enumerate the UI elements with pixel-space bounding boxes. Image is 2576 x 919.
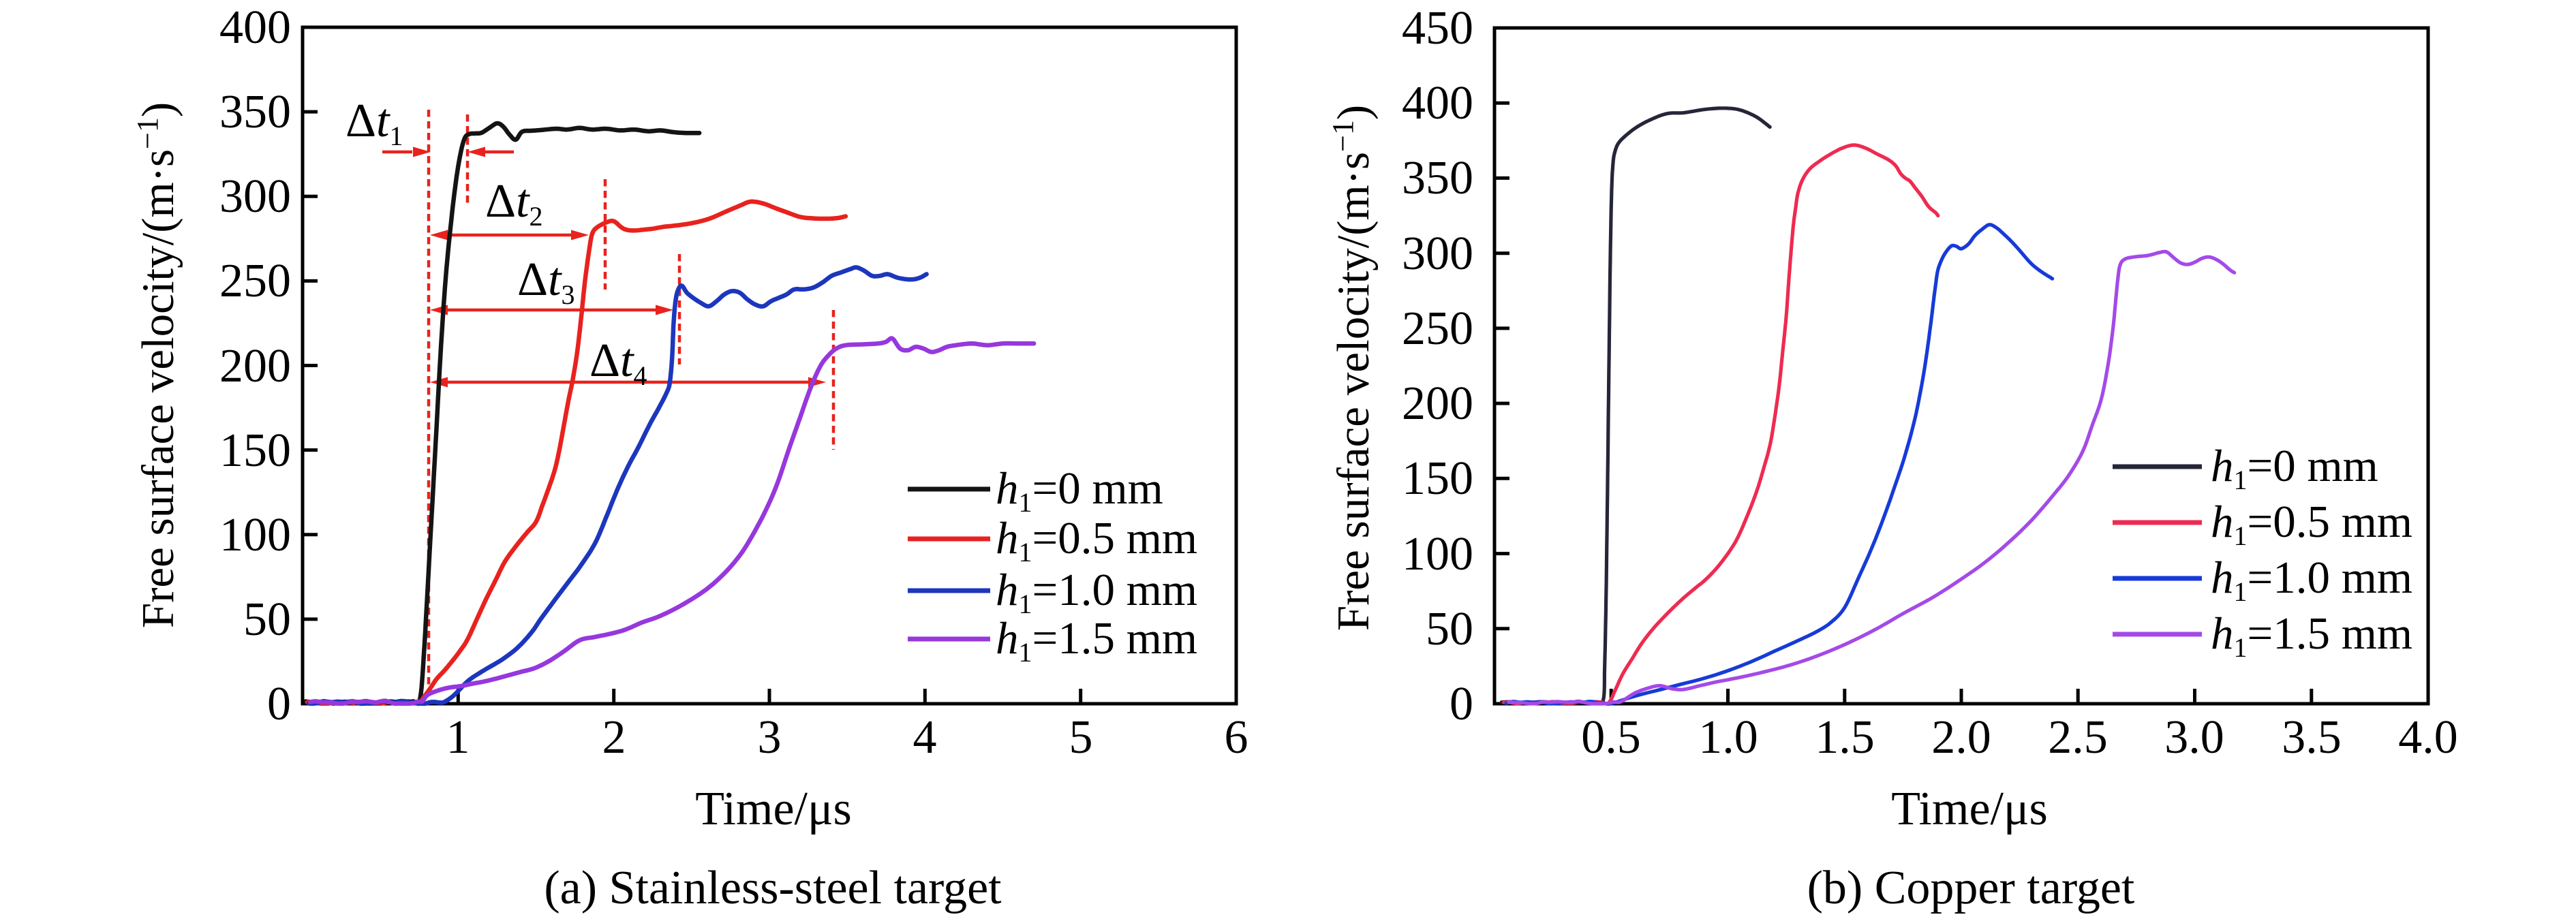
svg-text:50: 50 <box>1426 603 1473 655</box>
svg-text:Time/μs: Time/μs <box>1891 783 2047 835</box>
svg-text:250: 250 <box>1402 302 1473 355</box>
svg-text:h1=1.0 mm: h1=1.0 mm <box>2211 552 2412 607</box>
svg-text:Free surface velocity/(m·s−1): Free surface velocity/(m·s−1) <box>131 102 183 628</box>
svg-text:3: 3 <box>758 711 782 764</box>
svg-text:h1=1.5 mm: h1=1.5 mm <box>2211 608 2412 663</box>
svg-text:150: 150 <box>219 424 291 477</box>
svg-text:2.0: 2.0 <box>1931 711 1991 764</box>
svg-text:2.5: 2.5 <box>2048 711 2108 764</box>
svg-text:100: 100 <box>219 509 291 561</box>
svg-text:50: 50 <box>243 593 291 646</box>
svg-text:3.5: 3.5 <box>2282 711 2342 764</box>
svg-text:150: 150 <box>1402 452 1473 505</box>
svg-text:(b) Copper target: (b) Copper target <box>1807 862 2135 914</box>
svg-text:450: 450 <box>1402 2 1473 54</box>
svg-text:350: 350 <box>219 86 291 138</box>
svg-text:2: 2 <box>602 711 626 764</box>
svg-text:200: 200 <box>1402 377 1473 430</box>
svg-text:250: 250 <box>219 255 291 307</box>
svg-text:1: 1 <box>446 711 470 764</box>
svg-text:h1=1.0 mm: h1=1.0 mm <box>996 565 1197 619</box>
svg-text:350: 350 <box>1402 152 1473 204</box>
svg-text:1.0: 1.0 <box>1698 711 1758 764</box>
svg-text:(a) Stainless-steel target: (a) Stainless-steel target <box>544 862 1002 914</box>
svg-text:4.0: 4.0 <box>2398 711 2458 764</box>
svg-text:5: 5 <box>1069 711 1093 764</box>
svg-text:1.5: 1.5 <box>1815 711 1875 764</box>
svg-text:6: 6 <box>1225 711 1248 764</box>
svg-text:h1=0.5 mm: h1=0.5 mm <box>2211 497 2412 551</box>
svg-text:300: 300 <box>1402 228 1473 280</box>
svg-text:400: 400 <box>1402 77 1473 129</box>
svg-text:Time/μs: Time/μs <box>695 783 851 835</box>
svg-text:3.0: 3.0 <box>2164 711 2224 764</box>
svg-text:0: 0 <box>1450 678 1473 730</box>
svg-text:Free surface velocity/(m·s−1): Free surface velocity/(m·s−1) <box>1326 105 1379 631</box>
svg-text:h1=0.5 mm: h1=0.5 mm <box>996 513 1197 567</box>
svg-text:400: 400 <box>219 1 291 54</box>
svg-text:0.5: 0.5 <box>1581 711 1641 764</box>
svg-text:100: 100 <box>1402 528 1473 580</box>
svg-text:h1=0 mm: h1=0 mm <box>996 463 1163 518</box>
svg-text:h1=1.5 mm: h1=1.5 mm <box>996 613 1197 668</box>
svg-text:4: 4 <box>913 711 937 764</box>
svg-text:200: 200 <box>219 340 291 392</box>
svg-text:h1=0 mm: h1=0 mm <box>2211 441 2378 495</box>
svg-text:300: 300 <box>219 170 291 223</box>
svg-text:0: 0 <box>267 678 291 730</box>
